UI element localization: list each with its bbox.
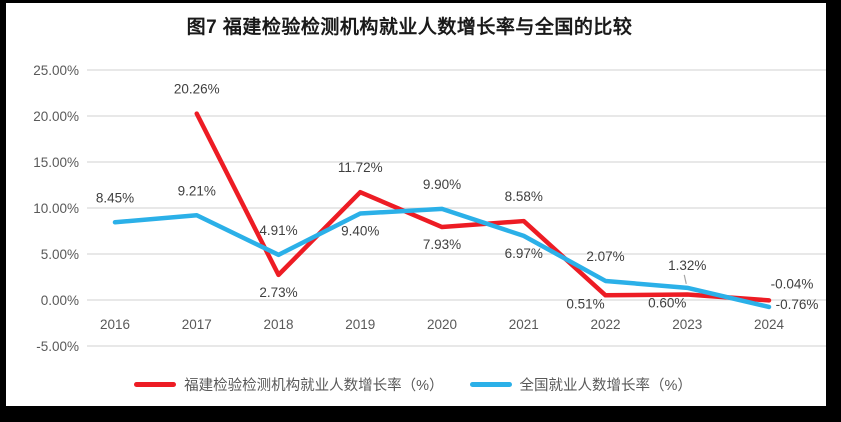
- y-axis-tick-label: 20.00%: [33, 109, 79, 124]
- data-label: 2.07%: [586, 249, 624, 264]
- x-axis-tick-label: 2023: [672, 317, 702, 332]
- data-label: 7.93%: [423, 237, 461, 252]
- frame-left-border: [0, 0, 6, 414]
- legend: 福建检验检测机构就业人数增长率（%） 全国就业人数增长率（%）: [0, 372, 826, 396]
- y-axis-tick-label: 15.00%: [33, 155, 79, 170]
- data-label: 11.72%: [338, 160, 383, 175]
- legend-label-fujian: 福建检验检测机构就业人数增长率（%）: [184, 377, 444, 394]
- series-line-national: [112, 206, 772, 310]
- data-label: 20.26%: [174, 82, 220, 97]
- y-axis-tick-label: 0.00%: [41, 293, 79, 308]
- data-label: 1.32%: [668, 258, 706, 273]
- y-axis-tick-label: -5.00%: [36, 339, 79, 354]
- data-label: -0.04%: [771, 276, 814, 291]
- data-label: 9.21%: [178, 183, 216, 198]
- chart-title: 图7 福建检验检测机构就业人数增长率与全国的比较: [186, 17, 633, 38]
- label-leader-line: [683, 274, 687, 284]
- x-axis-tick-label: 2019: [345, 317, 375, 332]
- data-label: 8.58%: [505, 189, 543, 204]
- x-axis-tick-label: 2017: [182, 317, 212, 332]
- frame-bottom-border: [0, 406, 841, 422]
- data-label: 9.90%: [423, 177, 461, 192]
- y-axis-tick-label: 25.00%: [33, 63, 79, 78]
- legend-item-national: 全国就业人数增长率（%）: [469, 374, 692, 395]
- legend-swatch-red-line: [134, 381, 177, 387]
- x-axis-tick-label: 2018: [263, 317, 293, 332]
- data-label: 8.45%: [96, 190, 134, 205]
- legend-item-fujian: 福建检验检测机构就业人数增长率（%）: [134, 374, 444, 395]
- frame-right-border: [826, 0, 841, 422]
- x-axis-tick-label: 2021: [509, 317, 539, 332]
- x-axis-tick-label: 2022: [590, 317, 620, 332]
- data-label: 0.60%: [648, 295, 686, 310]
- x-axis-tick-label: 2016: [100, 317, 130, 332]
- x-axis-tick-label: 2024: [754, 317, 785, 332]
- data-label: 9.40%: [341, 224, 379, 239]
- data-label: -0.76%: [776, 297, 819, 312]
- y-axis-tick-label: 10.00%: [33, 201, 79, 216]
- legend-swatch-blue-line: [469, 381, 512, 387]
- data-label: 6.97%: [505, 246, 543, 261]
- data-label: 4.91%: [259, 223, 297, 238]
- legend-label-national: 全国就业人数增长率（%）: [519, 377, 692, 394]
- data-label: 2.73%: [259, 285, 297, 300]
- x-axis-tick-label: 2020: [427, 317, 457, 332]
- y-axis-tick-label: 5.00%: [41, 247, 79, 262]
- frame-top-border: [0, 0, 841, 3]
- data-label: 0.51%: [566, 296, 604, 311]
